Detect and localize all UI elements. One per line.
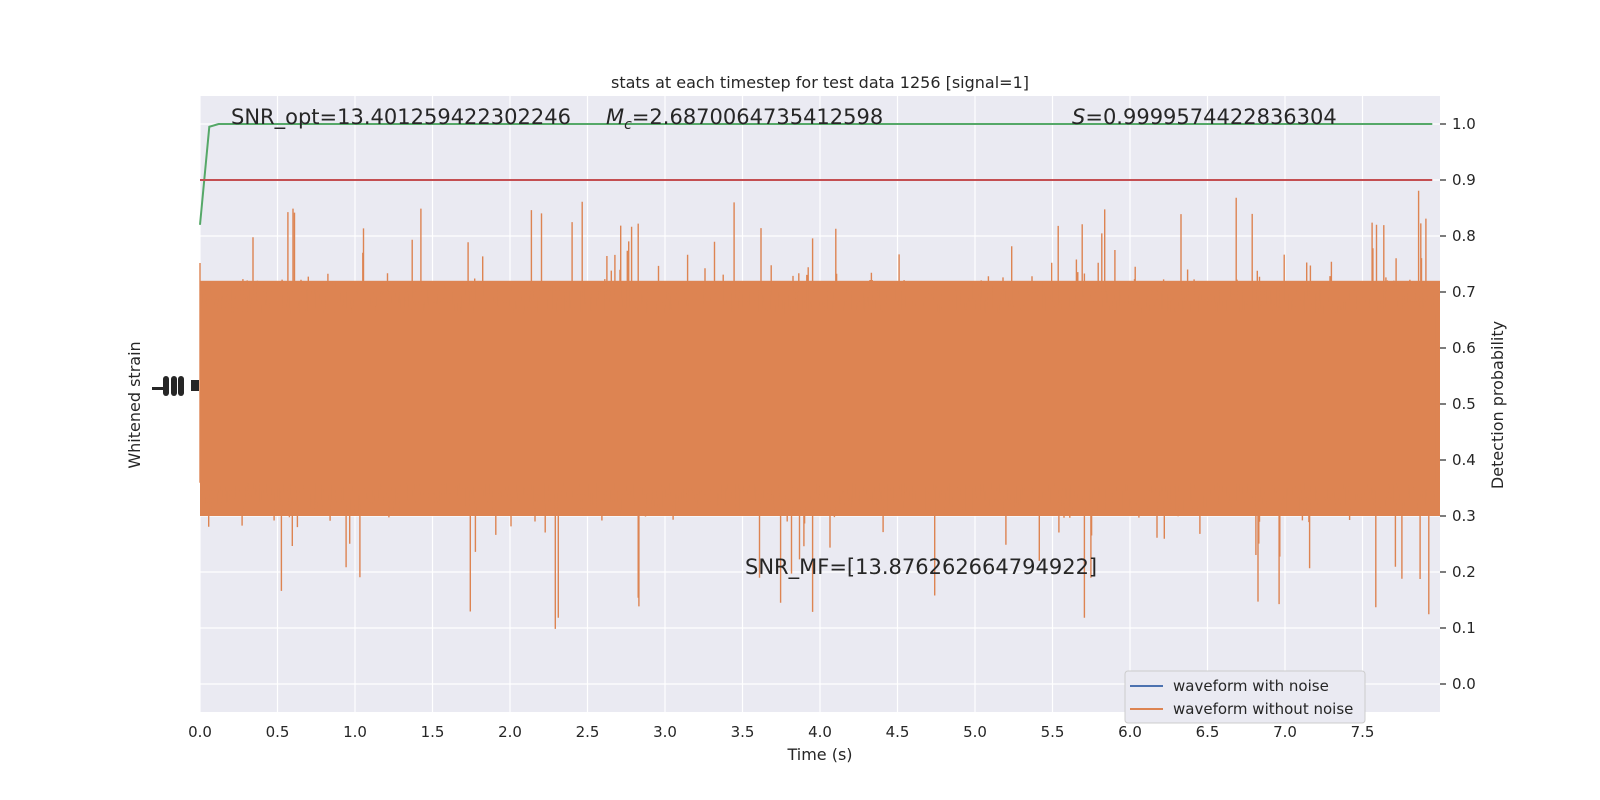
y-tick-label: 0.9 xyxy=(1452,171,1476,189)
x-tick-label: 0.5 xyxy=(266,723,290,741)
chirp-mass-annotation: Mc=2.6870064735412598 xyxy=(606,105,883,133)
x-tick-label: 5.5 xyxy=(1041,723,1065,741)
left-axis-tick-blob xyxy=(152,376,199,396)
x-tick-label: 7.5 xyxy=(1351,723,1375,741)
legend-label-without-noise: waveform without noise xyxy=(1173,700,1353,718)
y-tick-label: 0.6 xyxy=(1452,339,1476,357)
y-tick-label: 0.3 xyxy=(1452,507,1476,525)
legend-box xyxy=(1124,670,1366,724)
y-tick-label: 0.7 xyxy=(1452,283,1476,301)
snr-opt-annotation: SNR_opt=13.401259422302246 xyxy=(231,105,571,130)
y-ticks-right: 0.0 0.1 0.2 0.3 0.4 0.5 0.6 0.7 0.8 0.9 1.0 xyxy=(1440,115,1476,693)
y-tick-label: 1.0 xyxy=(1452,115,1476,133)
x-tick-label: 1.0 xyxy=(343,723,367,741)
x-tick-label: 1.5 xyxy=(421,723,445,741)
x-tick-label: 2.0 xyxy=(498,723,522,741)
legend-label-with-noise: waveform with noise xyxy=(1173,677,1329,695)
y-tick-label: 0.1 xyxy=(1452,619,1476,637)
legend: waveform with noise waveform without noi… xyxy=(1124,670,1366,724)
waveform-without-noise-trace xyxy=(199,190,1436,629)
series-waveform-without-noise xyxy=(199,190,1440,629)
y-tick-label: 0.5 xyxy=(1452,395,1476,413)
score-annotation: S=0.9999574422836304 xyxy=(1072,105,1337,129)
probability-lines xyxy=(199,123,1433,225)
x-tick-label: 6.5 xyxy=(1196,723,1220,741)
probability-line-green xyxy=(199,123,1433,225)
y-tick-label: 0.2 xyxy=(1452,563,1476,581)
x-tick-label: 5.0 xyxy=(963,723,987,741)
x-axis-label: Time (s) xyxy=(786,745,852,764)
x-tick-label: 3.0 xyxy=(653,723,677,741)
x-tick-label: 7.0 xyxy=(1273,723,1297,741)
x-tick-label: 4.5 xyxy=(886,723,910,741)
y-axis-label-left: Whitened strain xyxy=(125,341,144,468)
snr-mf-annotation: SNR_MF=[13.876262664794922] xyxy=(745,555,1097,580)
x-tick-label: 4.0 xyxy=(808,723,832,741)
y-tick-label: 0.8 xyxy=(1452,227,1476,245)
x-ticks: 0.0 0.5 1.0 1.5 2.0 2.5 3.0 3.5 4.0 4.5 5.0 5.5 6.0 6… xyxy=(188,723,1374,741)
x-tick-label: 6.0 xyxy=(1118,723,1142,741)
x-tick-label: 3.5 xyxy=(731,723,755,741)
x-tick-label: 2.5 xyxy=(576,723,600,741)
y-tick-label: 0.4 xyxy=(1452,451,1476,469)
y-axis-label-right: Detection probability xyxy=(1488,321,1507,489)
y-tick-label: 0.0 xyxy=(1452,675,1476,693)
x-tick-label: 0.0 xyxy=(188,723,212,741)
chart-title: stats at each timestep for test data 125… xyxy=(611,73,1029,92)
